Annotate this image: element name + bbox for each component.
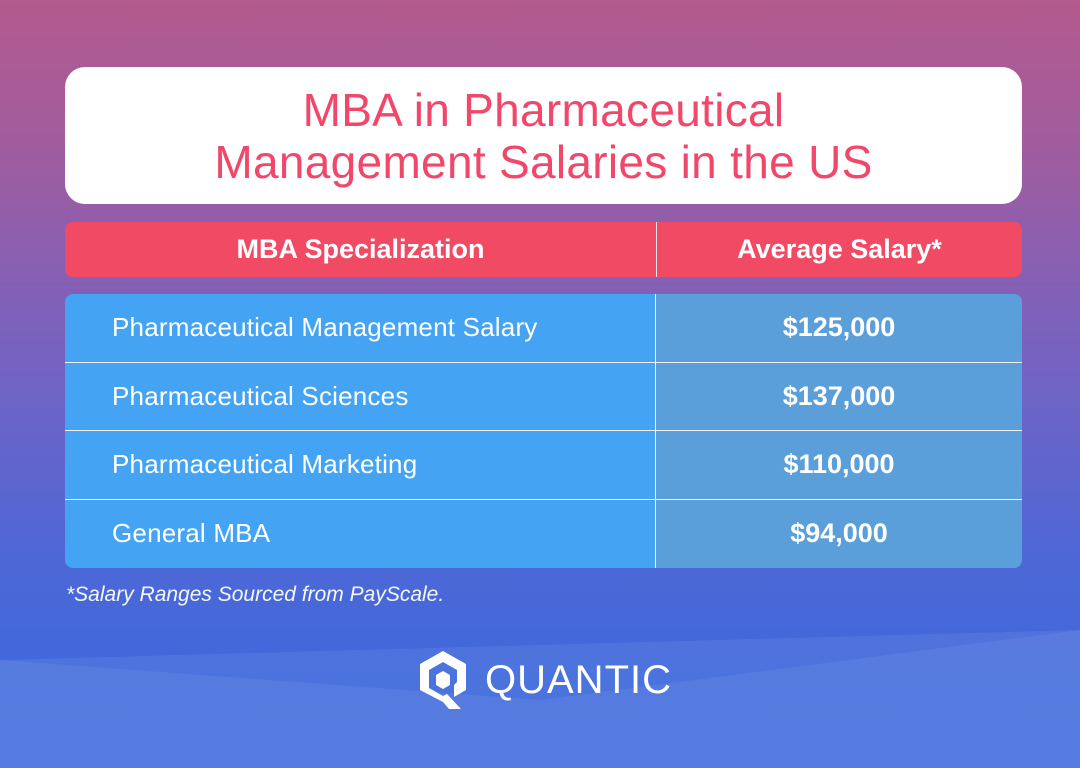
specialization-cell: Pharmaceutical Marketing xyxy=(65,431,656,499)
table-row: General MBA $94,000 xyxy=(65,499,1022,568)
header-specialization: MBA Specialization xyxy=(65,222,657,277)
footnote: *Salary Ranges Sourced from PayScale. xyxy=(66,583,445,606)
table-row: Pharmaceutical Management Salary $125,00… xyxy=(65,294,1022,363)
table-row: Pharmaceutical Marketing $110,000 xyxy=(65,431,1022,500)
salary-cell: $94,000 xyxy=(656,499,1022,568)
salary-cell: $137,000 xyxy=(656,362,1022,430)
page-title-line-1: MBA in Pharmaceutical xyxy=(302,83,785,136)
specialization-cell: Pharmaceutical Sciences xyxy=(65,362,656,430)
salary-cell: $110,000 xyxy=(656,431,1022,499)
page-title-line-2: Management Salaries in the US xyxy=(214,135,873,188)
header-average-salary: Average Salary* xyxy=(737,234,942,264)
table-row: Pharmaceutical Sciences $137,000 xyxy=(65,362,1022,431)
brand-name: QUANTIC xyxy=(485,657,672,702)
salary-cell: $125,000 xyxy=(656,294,1022,362)
title-card: MBA in Pharmaceutical Management Salarie… xyxy=(65,67,1022,204)
specialization-cell: General MBA xyxy=(65,499,656,568)
quantic-logo-icon xyxy=(420,651,466,709)
table-header: MBA Specialization Average Salary* xyxy=(65,222,1022,277)
brand-logo: QUANTIC xyxy=(417,649,672,711)
specialization-cell: Pharmaceutical Management Salary xyxy=(65,294,656,362)
salary-table: Pharmaceutical Management Salary $125,00… xyxy=(65,294,1022,568)
